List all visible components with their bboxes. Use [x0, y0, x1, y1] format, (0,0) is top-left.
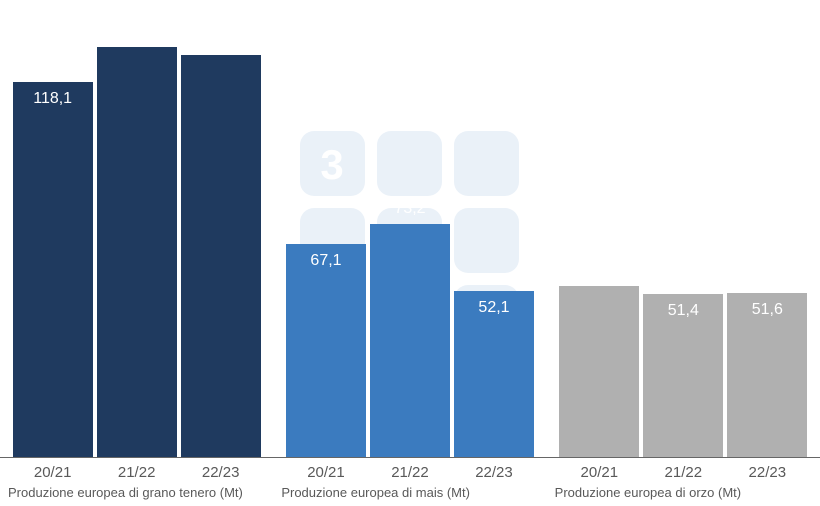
bar-chart: 118,1129,0126,420/2121/2222/23Produzione… — [0, 0, 820, 506]
group-title: Produzione europea di grano tenero (Mt) — [0, 481, 273, 506]
bar-wrapper: 73,2 — [370, 224, 450, 457]
x-axis-tick-label: 21/22 — [370, 464, 450, 481]
x-axis-labels: 20/2121/2222/23 — [0, 458, 273, 481]
bar-value-label: 126,4 — [201, 31, 241, 49]
bar-wrapper: 51,6 — [727, 293, 807, 457]
bars-area: 67,1 73,2 52,1 — [273, 0, 546, 458]
bar-wrapper: 51,4 — [643, 294, 723, 457]
bar-value-label: 73,2 — [394, 200, 425, 218]
bar-value-label: 67,1 — [310, 252, 341, 270]
bars-area: 118,1129,0126,4 — [0, 0, 273, 458]
chart-group-0: 118,1129,0126,420/2121/2222/23Produzione… — [0, 0, 273, 506]
bar-wrapper: 129,0 — [97, 47, 177, 457]
bar-wrapper: 126,4 — [181, 55, 261, 457]
x-axis-tick-label: 20/21 — [13, 464, 93, 481]
bar-value-label: 52,1 — [478, 299, 509, 317]
bar: 73,2 — [370, 224, 450, 457]
x-axis-tick-label: 22/23 — [454, 464, 534, 481]
bar: 52,1 — [454, 291, 534, 457]
bar: 67,1 — [286, 244, 366, 457]
bar: 126,4 — [181, 55, 261, 457]
group-title: Produzione europea di mais (Mt) — [273, 481, 546, 506]
bar-wrapper: 67,1 — [286, 244, 366, 457]
bar-wrapper: 52,1 — [454, 291, 534, 457]
bar-value-label: 51,4 — [668, 302, 699, 320]
bars-area: 53,9 51,4 51,6 — [547, 0, 820, 458]
x-axis-labels: 20/2121/2222/23 — [547, 458, 820, 481]
bar-value-label: 51,6 — [752, 301, 783, 319]
bar-value-label: 129,0 — [117, 23, 157, 41]
x-axis-tick-label: 20/21 — [286, 464, 366, 481]
group-title: Produzione europea di orzo (Mt) — [547, 481, 820, 506]
x-axis-labels: 20/2121/2222/23 — [273, 458, 546, 481]
bar: 53,9 — [559, 286, 639, 457]
x-axis-tick-label: 21/22 — [643, 464, 723, 481]
bar: 118,1 — [13, 82, 93, 457]
bar: 51,4 — [643, 294, 723, 457]
chart-group-2: 53,9 51,4 51,6 20/2121/2222/23Produzione eu… — [547, 0, 820, 506]
bar: 129,0 — [97, 47, 177, 457]
x-axis-tick-label: 21/22 — [97, 464, 177, 481]
x-axis-tick-label: 20/21 — [559, 464, 639, 481]
x-axis-tick-label: 22/23 — [181, 464, 261, 481]
bar-value-label: 118,1 — [33, 90, 72, 108]
bar: 51,6 — [727, 293, 807, 457]
bar-wrapper: 118,1 — [13, 82, 93, 457]
chart-group-1: 67,1 73,2 52,1 20/2121/2222/23Produzione eu… — [273, 0, 546, 506]
bar-wrapper: 53,9 — [559, 286, 639, 457]
bar-value-label: 53,9 — [584, 262, 615, 280]
x-axis-tick-label: 22/23 — [727, 464, 807, 481]
